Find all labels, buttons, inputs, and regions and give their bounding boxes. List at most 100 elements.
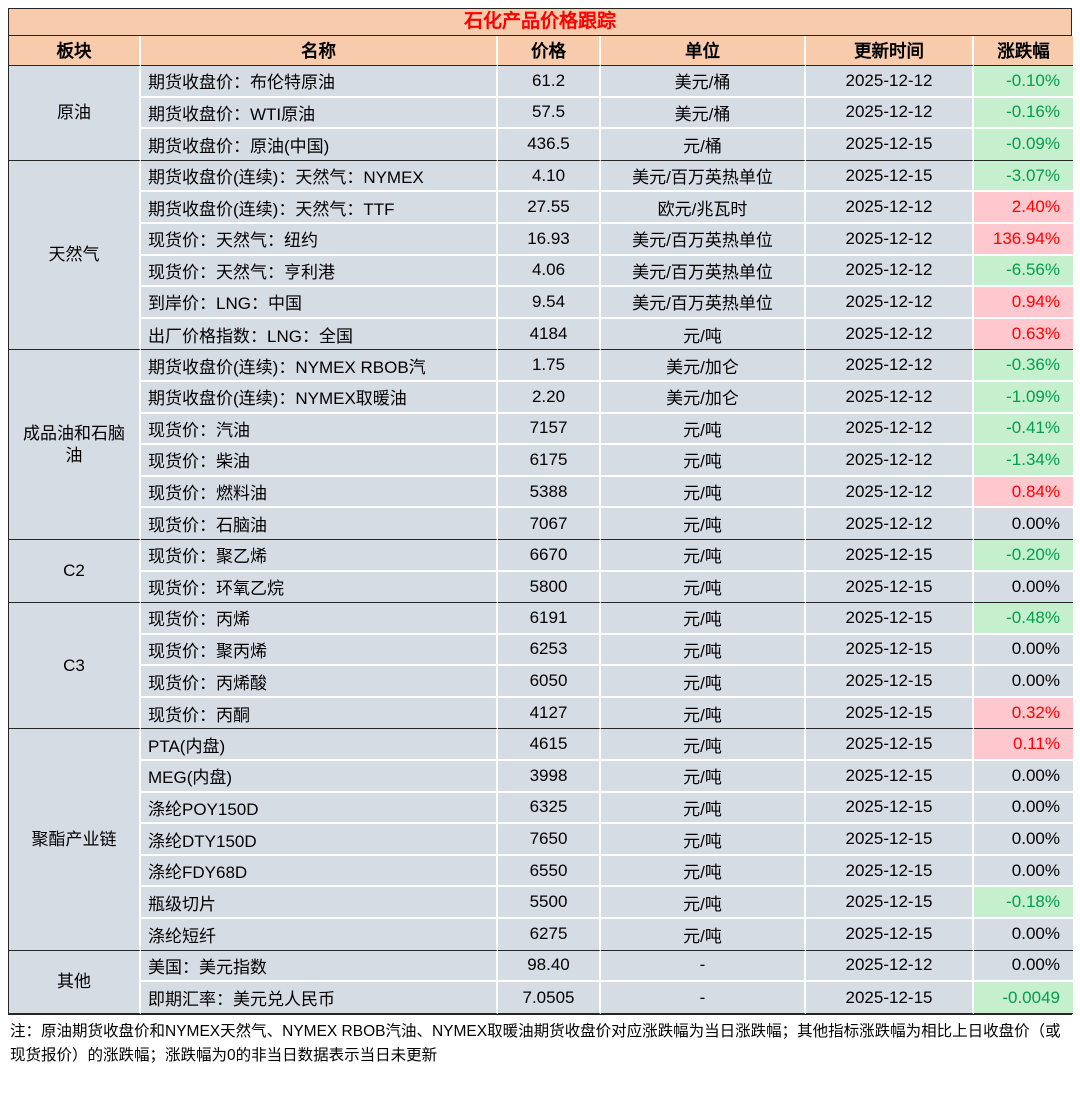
update-date-cell: 2025-12-12 [806, 255, 974, 288]
price-cell: 6191 [498, 603, 601, 635]
update-date-cell: 2025-12-15 [806, 129, 974, 161]
table-row: 现货价：天然气：纽约 16.93 美元/百万英热单位 2025-12-12 136.94… [9, 223, 1073, 256]
unit-cell: 美元/百万英热单位 [601, 160, 806, 193]
sector-cell: 聚酯产业链 [9, 729, 141, 951]
table-row: 原油 期货收盘价：布伦特原油 61.2 美元/桶 2025-12-12 -0.10% [9, 66, 1073, 161]
update-date-cell: 2025-12-15 [806, 982, 974, 1014]
price-cell: 4.06 [498, 255, 601, 288]
column-header-update-time: 更新时间 [806, 36, 974, 66]
product-name-cell: 涤纶DTY150D [141, 824, 498, 856]
update-date-cell: 2025-12-12 [806, 413, 974, 446]
price-table-frame: 石化产品价格跟踪 板块 名称 价格 单位 更新时间 涨跌幅 [8, 8, 1073, 1015]
table-row: 期货收盘价(连续)：天然气：TTF 27.55 欧元/兆瓦时 2025-12-12 2.… [9, 192, 1073, 224]
product-name-cell: 期货收盘价：原油(中国) [141, 129, 498, 161]
change-value-cell: 0.00% [974, 919, 1073, 951]
table-row: 现货价：丙酮 4127 元/吨 2025-12-15 0.32% [9, 697, 1073, 730]
product-name-cell: PTA(内盘) [141, 729, 498, 762]
unit-cell: - [601, 950, 806, 983]
update-date-cell: 2025-12-12 [806, 223, 974, 256]
product-name-cell: 现货价：聚丙烯 [141, 634, 498, 667]
price-cell: 4127 [498, 697, 601, 730]
price-cell: 2.20 [498, 381, 601, 414]
unit-cell: 元/吨 [601, 318, 806, 351]
update-date-cell: 2025-12-12 [806, 66, 974, 98]
column-header-sector: 板块 [9, 36, 141, 66]
price-cell: 6275 [498, 919, 601, 951]
update-date-cell: 2025-12-12 [806, 508, 974, 540]
unit-cell: 元/吨 [601, 603, 806, 635]
unit-cell: 元/吨 [601, 445, 806, 477]
change-value-cell: 0.63% [974, 318, 1073, 351]
table-row: 聚酯产业链 PTA(内盘) 4615 元/吨 2025-12-15 0.11% [9, 729, 1073, 951]
unit-cell: 元/吨 [601, 634, 806, 667]
table-row: 其他 美国：美元指数 98.40-2025-12-12 0.00% [9, 950, 1073, 1014]
unit-cell: 元/吨 [601, 697, 806, 730]
product-name-cell: 到岸价：LNG：中国 [141, 287, 498, 319]
sector-cell: C2 [9, 539, 141, 604]
price-cell: 6670 [498, 539, 601, 572]
change-value-cell: 0.00% [974, 792, 1073, 825]
price-cell: 7650 [498, 824, 601, 856]
product-name-cell: 现货价：汽油 [141, 413, 498, 446]
price-cell: 16.93 [498, 223, 601, 256]
update-date-cell: 2025-12-15 [806, 792, 974, 825]
update-date-cell: 2025-12-15 [806, 634, 974, 667]
update-date-cell: 2025-12-12 [806, 97, 974, 130]
product-name-cell: 现货价：天然气：亨利港 [141, 255, 498, 288]
price-cell: 98.40 [498, 950, 601, 983]
change-value-cell: 0.00% [974, 571, 1073, 604]
unit-cell: 元/吨 [601, 508, 806, 540]
column-header-unit: 单位 [601, 36, 806, 66]
table-row: 到岸价：LNG：中国 9.54 美元/百万英热单位 2025-12-12 0.94% [9, 287, 1073, 319]
price-cell: 61.2 [498, 66, 601, 98]
table-row: C3 现货价：丙烯 6191 元/吨 2025-12-15 -0.48% [9, 603, 1073, 730]
update-date-cell: 2025-12-15 [806, 603, 974, 635]
unit-cell: 元/吨 [601, 887, 806, 920]
unit-cell: 元/吨 [601, 413, 806, 446]
price-cell: 7067 [498, 508, 601, 540]
price-cell: 9.54 [498, 287, 601, 319]
product-name-cell: 现货价：石脑油 [141, 508, 498, 540]
change-value-cell: -0.10% [974, 66, 1073, 98]
change-value-cell: 0.00% [974, 634, 1073, 667]
update-date-cell: 2025-12-15 [806, 729, 974, 762]
product-name-cell: 现货价：天然气：纽约 [141, 223, 498, 256]
product-name-cell: 期货收盘价(连续)：天然气：TTF [141, 192, 498, 224]
product-name-cell: MEG(内盘) [141, 761, 498, 793]
unit-cell: 元/吨 [601, 729, 806, 762]
price-cell: 57.5 [498, 97, 601, 130]
update-date-cell: 2025-12-15 [806, 855, 974, 888]
page-title: 石化产品价格跟踪 [9, 9, 1071, 36]
price-cell: 6175 [498, 445, 601, 477]
update-date-cell: 2025-12-15 [806, 761, 974, 793]
price-cell: 27.55 [498, 192, 601, 224]
update-date-cell: 2025-12-12 [806, 476, 974, 509]
update-date-cell: 2025-12-12 [806, 350, 974, 382]
product-name-cell: 期货收盘价：布伦特原油 [141, 66, 498, 98]
change-value-cell: -0.41% [974, 413, 1073, 446]
unit-cell: 元/吨 [601, 792, 806, 825]
price-table-body: 原油 期货收盘价：布伦特原油 61.2 美元/桶 2025-12-12 -0.10% 期货收… [9, 66, 1073, 1014]
table-row: 现货价：丙烯酸 6050 元/吨 2025-12-15 0.00% [9, 666, 1073, 698]
unit-cell: 元/吨 [601, 855, 806, 888]
update-date-cell: 2025-12-15 [806, 887, 974, 920]
price-cell: 6550 [498, 855, 601, 888]
table-row: 出厂价格指数：LNG：全国 4184 元/吨 2025-12-12 0.63% [9, 318, 1073, 351]
price-cell: 5800 [498, 571, 601, 604]
price-cell: 6325 [498, 792, 601, 825]
table-row: 期货收盘价：WTI原油 57.5 美元/桶 2025-12-12 -0.16% [9, 97, 1073, 130]
sector-cell: C3 [9, 603, 141, 730]
price-cell: 7157 [498, 413, 601, 446]
price-cell: 3998 [498, 761, 601, 793]
update-date-cell: 2025-12-12 [806, 287, 974, 319]
table-row: 现货价：聚丙烯 6253 元/吨 2025-12-15 0.00% [9, 634, 1073, 667]
price-cell: 5500 [498, 887, 601, 920]
product-name-cell: 现货价：柴油 [141, 445, 498, 477]
unit-cell: 美元/百万英热单位 [601, 255, 806, 288]
update-date-cell: 2025-12-12 [806, 381, 974, 414]
table-row: C2 现货价：聚乙烯 6670 元/吨 2025-12-15 -0.20% [9, 539, 1073, 604]
change-value-cell: 0.11% [974, 729, 1073, 762]
table-row: 现货价：环氧乙烷 5800 元/吨 2025-12-15 0.00% [9, 571, 1073, 604]
update-date-cell: 2025-12-15 [806, 160, 974, 193]
price-cell: 6050 [498, 666, 601, 698]
